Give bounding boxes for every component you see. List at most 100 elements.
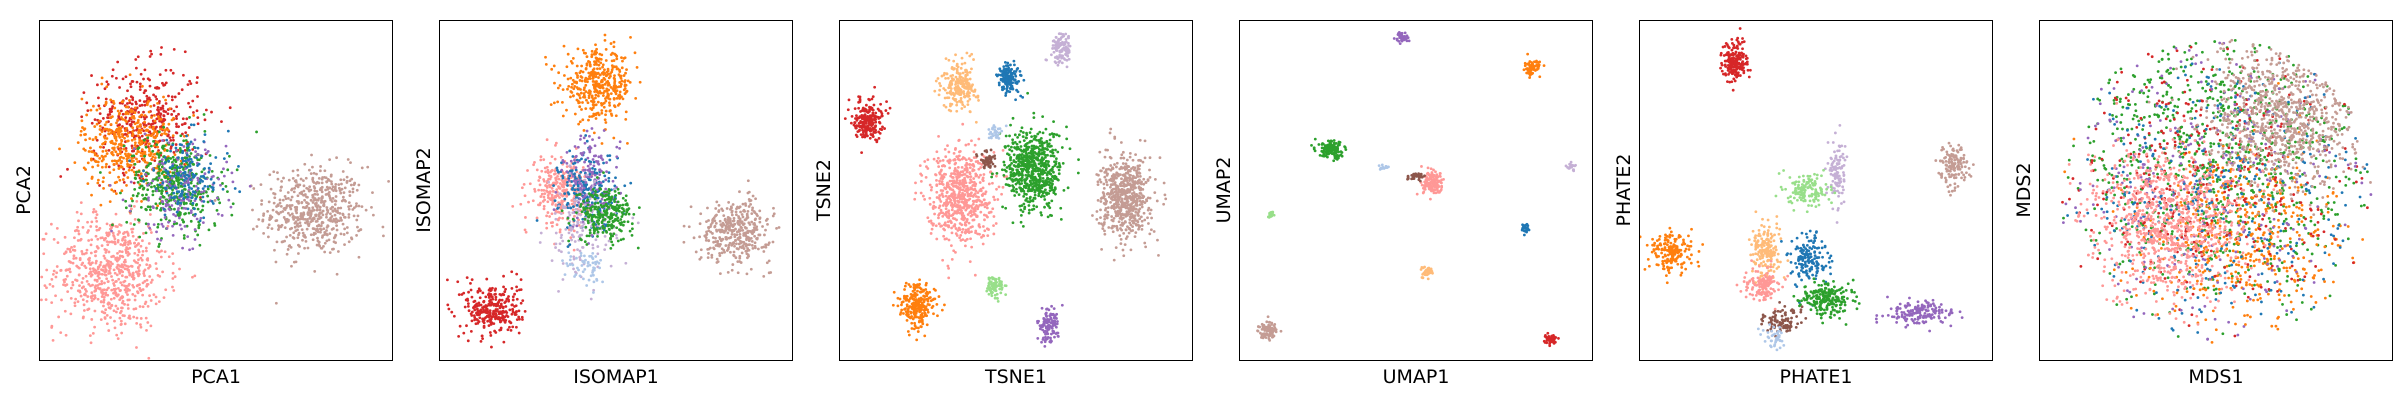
data-point (560, 183, 564, 187)
data-point (624, 83, 628, 87)
data-point (568, 174, 572, 178)
data-point (552, 64, 556, 68)
data-point (611, 234, 615, 238)
data-point (159, 255, 163, 259)
data-point (484, 308, 488, 312)
data-point (493, 289, 497, 292)
data-point (188, 155, 191, 158)
data-point (306, 213, 310, 217)
data-point (144, 231, 148, 235)
data-point (114, 287, 118, 291)
data-point (347, 240, 351, 244)
data-point (173, 95, 177, 99)
data-point (466, 305, 470, 308)
data-point (746, 179, 750, 183)
data-point (548, 177, 552, 181)
data-point (580, 238, 583, 242)
data-point (109, 260, 113, 264)
data-point (491, 297, 495, 301)
data-point (596, 245, 600, 248)
data-point (624, 261, 628, 265)
data-point (128, 209, 132, 213)
data-point (276, 177, 280, 181)
data-point (65, 268, 69, 272)
data-point (108, 267, 112, 270)
data-point (141, 281, 145, 285)
data-point (328, 186, 332, 190)
data-point (161, 81, 164, 85)
data-point (730, 232, 734, 236)
data-point (94, 261, 98, 265)
data-point (91, 331, 95, 335)
data-point (78, 258, 82, 262)
data-point (551, 201, 555, 205)
data-point (581, 259, 584, 263)
data-point (119, 243, 123, 246)
data-point (729, 235, 733, 239)
data-point (274, 301, 278, 305)
data-point (557, 186, 561, 190)
data-point (313, 186, 317, 190)
data-point (343, 215, 346, 219)
data-point (469, 329, 473, 333)
data-point (192, 175, 195, 179)
data-point (761, 225, 764, 228)
data-point (750, 220, 754, 224)
data-point (270, 227, 274, 231)
data-point (261, 218, 265, 222)
data-point (605, 170, 608, 174)
data-point (301, 238, 304, 242)
data-point (334, 217, 338, 221)
data-point (129, 222, 133, 225)
data-point (206, 187, 210, 191)
data-point (572, 184, 576, 188)
data-point (576, 145, 580, 149)
data-point (113, 271, 117, 275)
data-point (176, 173, 180, 177)
data-point (312, 217, 316, 221)
data-point (118, 231, 121, 234)
data-point (145, 249, 148, 253)
data-point (148, 294, 151, 298)
data-point (481, 291, 485, 295)
data-point (325, 239, 329, 243)
data-point (736, 271, 740, 275)
data-point (181, 117, 185, 121)
data-point (141, 84, 144, 88)
data-point (191, 275, 194, 279)
data-point (293, 225, 297, 229)
data-point (73, 301, 77, 305)
data-point (565, 180, 569, 184)
data-point (591, 188, 595, 191)
data-point (609, 112, 613, 116)
data-point (102, 264, 106, 268)
data-point (345, 179, 349, 183)
data-point (116, 233, 120, 236)
data-point (596, 100, 600, 104)
data-point (104, 293, 108, 297)
data-point (767, 259, 771, 263)
data-point (579, 152, 583, 155)
data-point (726, 218, 730, 222)
data-point (128, 273, 132, 277)
data-point (109, 123, 113, 126)
data-point (40, 298, 43, 302)
data-point (733, 235, 737, 239)
data-point (222, 157, 226, 160)
data-point (136, 261, 139, 265)
data-point (154, 130, 158, 134)
data-point (177, 183, 180, 187)
data-point (279, 205, 283, 208)
data-point (587, 234, 591, 238)
data-point (595, 47, 599, 51)
data-point (511, 298, 515, 302)
data-point (535, 168, 539, 172)
data-point (296, 168, 300, 172)
data-point (133, 241, 136, 245)
data-point (755, 225, 759, 229)
data-point (317, 224, 321, 228)
data-point (332, 218, 336, 221)
data-point (600, 53, 604, 57)
data-point (104, 165, 108, 169)
data-point (306, 222, 310, 226)
